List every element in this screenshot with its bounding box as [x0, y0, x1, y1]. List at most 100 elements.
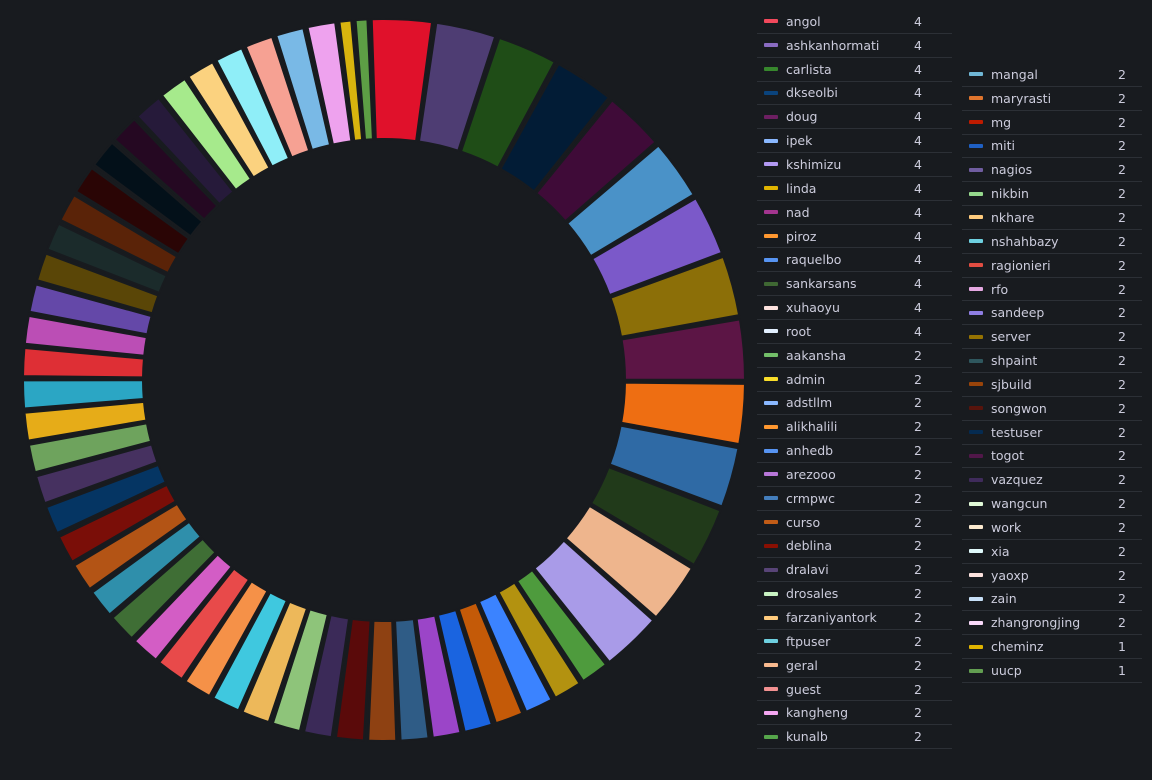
legend-item-zain[interactable]: zain 2	[962, 588, 1142, 612]
slice-sankarsans[interactable]	[589, 465, 722, 567]
slice-shpaint[interactable]	[46, 222, 169, 295]
legend-item-sandeep[interactable]: sandeep 2	[962, 301, 1142, 326]
legend-item-yaoxp[interactable]: yaoxp 2	[962, 564, 1142, 588]
slice-yaoxp[interactable]	[244, 35, 311, 159]
slice-zhangrongjing[interactable]	[306, 21, 353, 146]
slice-togot[interactable]	[113, 117, 219, 221]
legend-item-crmpwc[interactable]: crmpwc 2	[757, 487, 952, 511]
legend-item-guest[interactable]: guest 2	[757, 678, 952, 702]
legend-item-farzaniyantork[interactable]: farzaniyantork 2	[757, 606, 952, 630]
legend-item-kunalb[interactable]: kunalb 2	[757, 725, 952, 750]
legend-item-curso[interactable]: curso 2	[757, 511, 952, 535]
legend-item-anhedb[interactable]: anhedb 2	[757, 439, 952, 464]
legend-item-sjbuild[interactable]: sjbuild 2	[962, 373, 1142, 397]
slice-nkhare[interactable]	[23, 400, 148, 442]
legend-item-aakansha[interactable]: aakansha 2	[757, 344, 952, 368]
slice-xuhaoyu[interactable]	[564, 504, 694, 619]
legend-item-arezooo[interactable]: arezooo 2	[757, 463, 952, 487]
legend-item-nshahbazy[interactable]: nshahbazy 2	[962, 230, 1142, 254]
legend-item-zhangrongjing[interactable]: zhangrongjing 2	[962, 611, 1142, 636]
legend-item-rfo[interactable]: rfo 2	[962, 278, 1142, 302]
legend-item-nagios[interactable]: nagios 2	[962, 158, 1142, 183]
slice-arezooo[interactable]	[415, 614, 462, 739]
legend-item-kshimizu[interactable]: kshimizu 4	[757, 153, 952, 177]
slice-doug[interactable]	[534, 98, 658, 223]
legend-item-piroz[interactable]: piroz 4	[757, 225, 952, 249]
slice-nagios[interactable]	[34, 443, 159, 505]
slice-ashkanhormati[interactable]	[417, 21, 497, 152]
slice-ftpuser[interactable]	[211, 590, 289, 712]
slice-songwon[interactable]	[74, 166, 191, 256]
slice-root[interactable]	[533, 539, 655, 664]
slice-vazquez[interactable]	[135, 96, 235, 206]
slice-sjbuild[interactable]	[59, 193, 179, 275]
slice-deblina[interactable]	[334, 617, 372, 742]
legend-item-dkseolbi[interactable]: dkseolbi 4	[757, 82, 952, 106]
legend-item-mg[interactable]: mg 2	[962, 111, 1142, 135]
slice-rfo[interactable]	[23, 314, 148, 357]
legend-item-dralavi[interactable]: dralavi 2	[757, 558, 952, 583]
slice-kshimizu[interactable]	[590, 196, 724, 297]
slice-nad[interactable]	[620, 318, 747, 381]
slice-mg[interactable]	[57, 483, 178, 564]
slice-zain[interactable]	[274, 26, 332, 152]
slice-piroz[interactable]	[620, 381, 746, 446]
legend-item-xia[interactable]: xia 2	[962, 540, 1142, 564]
slice-farzaniyantork[interactable]	[241, 600, 309, 724]
legend-item-nikbin[interactable]: nikbin 2	[962, 182, 1142, 207]
slice-carlista[interactable]	[459, 36, 557, 170]
legend-item-drosales[interactable]: drosales 2	[757, 582, 952, 607]
legend-item-xuhaoyu[interactable]: xuhaoyu 4	[757, 296, 952, 320]
legend-item-shpaint[interactable]: shpaint 2	[962, 349, 1142, 373]
legend-item-root[interactable]: root 4	[757, 320, 952, 344]
legend-item-geral[interactable]: geral 2	[757, 654, 952, 678]
slice-guest[interactable]	[157, 567, 251, 681]
legend-item-sankarsans[interactable]: sankarsans 4	[757, 272, 952, 297]
slice-curso[interactable]	[367, 619, 398, 742]
slice-ipek[interactable]	[565, 144, 696, 258]
legend-item-work[interactable]: work 2	[962, 516, 1142, 540]
legend-item-ashkanhormati[interactable]: ashkanhormati 4	[757, 34, 952, 58]
slice-anhedb[interactable]	[436, 608, 494, 734]
legend-item-doug[interactable]: doug 4	[757, 105, 952, 130]
legend-item-adstllm[interactable]: adstllm 2	[757, 392, 952, 416]
legend-item-kangheng[interactable]: kangheng 2	[757, 701, 952, 726]
legend-item-ftpuser[interactable]: ftpuser 2	[757, 630, 952, 654]
legend-item-maryrasti[interactable]: maryrasti 2	[962, 87, 1142, 111]
slice-kangheng[interactable]	[133, 552, 234, 662]
legend-item-admin[interactable]: admin 2	[757, 368, 952, 392]
legend-item-wangcun[interactable]: wangcun 2	[962, 492, 1142, 517]
slice-ragionieri[interactable]	[22, 346, 146, 379]
slice-crmpwc[interactable]	[394, 618, 430, 742]
slice-miti[interactable]	[44, 463, 168, 535]
legend-item-server[interactable]: server 2	[962, 325, 1142, 350]
slice-testuser[interactable]	[92, 141, 204, 238]
legend-item-nad[interactable]: nad 4	[757, 201, 952, 225]
slice-raquelbo[interactable]	[608, 424, 740, 508]
slice-xia[interactable]	[215, 46, 291, 168]
slice-mangal[interactable]	[90, 520, 203, 616]
slice-sandeep[interactable]	[28, 283, 153, 336]
slice-nshahbazy[interactable]	[21, 379, 145, 410]
legend-item-miti[interactable]: miti 2	[962, 135, 1142, 159]
legend-item-uucp[interactable]: uucp 1	[962, 659, 1142, 683]
slice-alikhalili[interactable]	[457, 601, 524, 725]
legend-item-testuser[interactable]: testuser 2	[962, 421, 1142, 445]
legend-item-togot[interactable]: togot 2	[962, 445, 1142, 469]
legend-item-linda[interactable]: linda 4	[757, 177, 952, 201]
legend-item-ragionieri[interactable]: ragionieri 2	[962, 254, 1142, 278]
legend-item-nkhare[interactable]: nkhare 2	[962, 206, 1142, 230]
legend-item-ipek[interactable]: ipek 4	[757, 129, 952, 154]
legend-item-vazquez[interactable]: vazquez 2	[962, 468, 1142, 493]
slice-kunalb[interactable]	[110, 537, 217, 640]
legend-item-songwon[interactable]: songwon 2	[962, 397, 1142, 421]
slice-adstllm[interactable]	[477, 592, 553, 714]
legend-item-raquelbo[interactable]: raquelbo 4	[757, 248, 952, 273]
slice-maryrasti[interactable]	[72, 502, 189, 591]
slice-nikbin[interactable]	[27, 422, 153, 474]
slice-server[interactable]	[35, 252, 160, 315]
slice-dralavi[interactable]	[302, 613, 351, 739]
slice-linda[interactable]	[609, 255, 741, 338]
slice-cheminz[interactable]	[338, 19, 364, 142]
legend-item-alikhalili[interactable]: alikhalili 2	[757, 415, 952, 440]
